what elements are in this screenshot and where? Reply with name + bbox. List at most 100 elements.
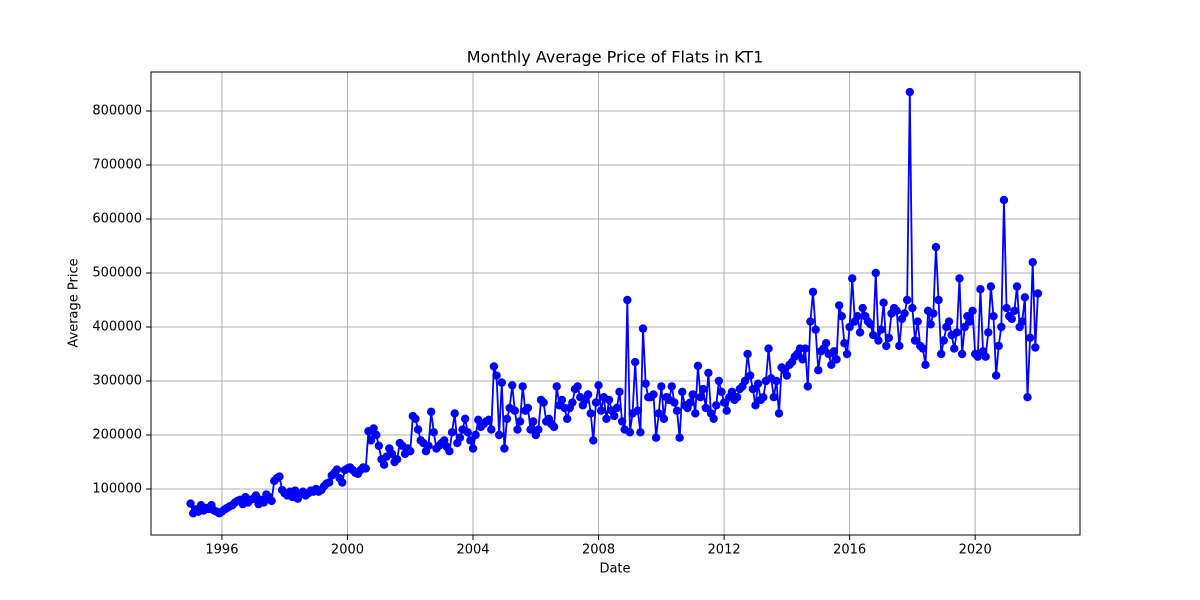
marker bbox=[615, 387, 624, 396]
marker bbox=[659, 414, 669, 423]
y-tick-label: 100000 bbox=[92, 481, 142, 496]
marker bbox=[573, 382, 582, 391]
marker bbox=[981, 352, 990, 361]
marker bbox=[494, 430, 504, 440]
marker bbox=[944, 317, 954, 326]
marker bbox=[589, 436, 598, 445]
marker bbox=[936, 349, 946, 359]
marker bbox=[834, 301, 844, 310]
marker bbox=[821, 338, 831, 348]
marker bbox=[965, 317, 975, 326]
marker bbox=[447, 428, 457, 437]
marker bbox=[910, 336, 920, 345]
marker bbox=[513, 425, 522, 434]
marker bbox=[562, 414, 572, 423]
marker bbox=[918, 344, 928, 353]
marker bbox=[712, 401, 721, 410]
marker bbox=[450, 409, 459, 418]
marker bbox=[515, 417, 525, 426]
marker bbox=[1002, 303, 1011, 313]
marker bbox=[1025, 333, 1035, 342]
marker bbox=[685, 398, 695, 407]
marker bbox=[500, 444, 509, 453]
x-tick-label: 2012 bbox=[708, 543, 741, 558]
marker bbox=[387, 449, 397, 459]
marker bbox=[670, 398, 679, 407]
marker bbox=[955, 274, 964, 283]
marker bbox=[361, 464, 370, 473]
marker bbox=[641, 379, 650, 388]
marker bbox=[487, 425, 496, 434]
marker bbox=[837, 311, 846, 321]
marker bbox=[623, 295, 632, 305]
marker bbox=[460, 414, 470, 423]
marker bbox=[866, 320, 875, 329]
marker bbox=[960, 322, 969, 332]
marker bbox=[714, 376, 724, 386]
marker bbox=[871, 268, 880, 278]
marker bbox=[445, 446, 454, 456]
marker bbox=[704, 368, 713, 378]
marker bbox=[973, 352, 982, 361]
marker bbox=[617, 417, 627, 426]
marker bbox=[868, 330, 878, 340]
marker bbox=[696, 392, 705, 402]
marker bbox=[1023, 392, 1032, 402]
marker bbox=[798, 355, 807, 364]
marker bbox=[675, 433, 684, 442]
marker bbox=[989, 311, 998, 321]
marker bbox=[186, 499, 195, 508]
marker bbox=[842, 349, 852, 359]
marker bbox=[471, 430, 480, 440]
marker bbox=[552, 382, 561, 391]
marker bbox=[740, 376, 750, 386]
x-axis-label: Date bbox=[599, 562, 630, 577]
marker bbox=[848, 274, 857, 283]
y-tick-label: 400000 bbox=[92, 319, 142, 334]
marker bbox=[764, 344, 773, 353]
marker bbox=[324, 478, 334, 487]
x-tick-label: 2008 bbox=[582, 543, 615, 558]
marker bbox=[633, 406, 642, 415]
marker bbox=[732, 392, 742, 402]
marker bbox=[913, 317, 922, 326]
marker bbox=[759, 392, 768, 402]
marker bbox=[876, 325, 886, 334]
marker bbox=[753, 379, 763, 388]
marker bbox=[698, 384, 708, 394]
marker bbox=[654, 409, 663, 418]
marker bbox=[814, 365, 823, 375]
marker bbox=[440, 436, 449, 445]
marker bbox=[772, 376, 781, 386]
marker bbox=[667, 382, 676, 391]
y-tick-label: 200000 bbox=[92, 427, 142, 442]
marker bbox=[657, 382, 666, 391]
marker bbox=[510, 406, 520, 415]
marker bbox=[492, 371, 501, 380]
marker bbox=[853, 311, 862, 321]
marker bbox=[874, 336, 883, 345]
marker bbox=[392, 455, 402, 464]
marker bbox=[952, 328, 962, 337]
marker bbox=[596, 406, 606, 415]
marker bbox=[1033, 289, 1043, 298]
marker bbox=[466, 436, 475, 445]
marker bbox=[806, 317, 815, 326]
marker bbox=[827, 360, 836, 369]
marker bbox=[957, 349, 967, 359]
marker bbox=[879, 298, 888, 307]
marker bbox=[534, 425, 543, 434]
marker bbox=[586, 409, 595, 418]
marker bbox=[984, 328, 993, 337]
line bbox=[189, 92, 1039, 516]
marker bbox=[372, 430, 381, 440]
marker bbox=[782, 371, 792, 380]
marker bbox=[934, 295, 943, 305]
x-tick-label: 2020 bbox=[959, 543, 992, 558]
marker bbox=[625, 428, 635, 437]
marker bbox=[693, 361, 703, 371]
marker bbox=[991, 371, 1001, 380]
marker bbox=[701, 403, 710, 413]
marker bbox=[722, 406, 731, 415]
